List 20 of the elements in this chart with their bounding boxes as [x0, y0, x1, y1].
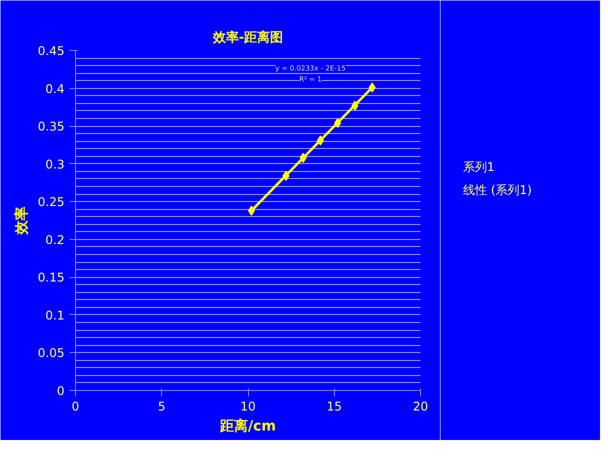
y-tick-label: 0 [56, 384, 65, 398]
y-tick-label: 0.25 [38, 195, 64, 210]
y-tick-label: 0.35 [38, 120, 64, 134]
y-tick-label: 0.2 [45, 232, 65, 247]
x-tick-label: 5 [158, 400, 166, 414]
text: 线性 (系列1) [463, 182, 532, 198]
x-tick-label: 20 [412, 400, 428, 414]
y-axis-title: 效率 [12, 206, 30, 236]
x-tick-label: 15 [326, 400, 342, 414]
y-tick-label: 0.3 [45, 157, 65, 172]
x-tick-label: 10 [240, 400, 256, 414]
y-tick-label: 0.05 [38, 346, 64, 360]
text: 系列1 [463, 158, 495, 176]
x-tick-label: 0 [72, 400, 80, 414]
y-tick-label: 0.4 [45, 82, 65, 96]
x-axis-title: 距离/cm [219, 418, 276, 434]
y-tick-label: 0.45 [38, 44, 64, 58]
y-tick-label: 0.1 [45, 308, 65, 322]
y-tick-label: 0.15 [38, 270, 64, 285]
chart-title: 效率-距离图 [212, 30, 284, 46]
